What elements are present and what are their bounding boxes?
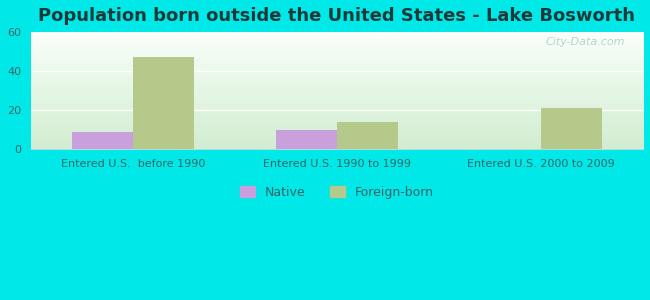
Bar	[72, 132, 133, 149]
Text: City-Data.com: City-Data.com	[545, 37, 625, 47]
Bar	[337, 122, 398, 149]
Legend: Native, Foreign-born: Native, Foreign-born	[235, 181, 439, 204]
Title: Population born outside the United States - Lake Bosworth: Population born outside the United State…	[38, 7, 636, 25]
Bar	[133, 57, 194, 149]
Bar	[276, 130, 337, 149]
Bar	[541, 108, 603, 149]
